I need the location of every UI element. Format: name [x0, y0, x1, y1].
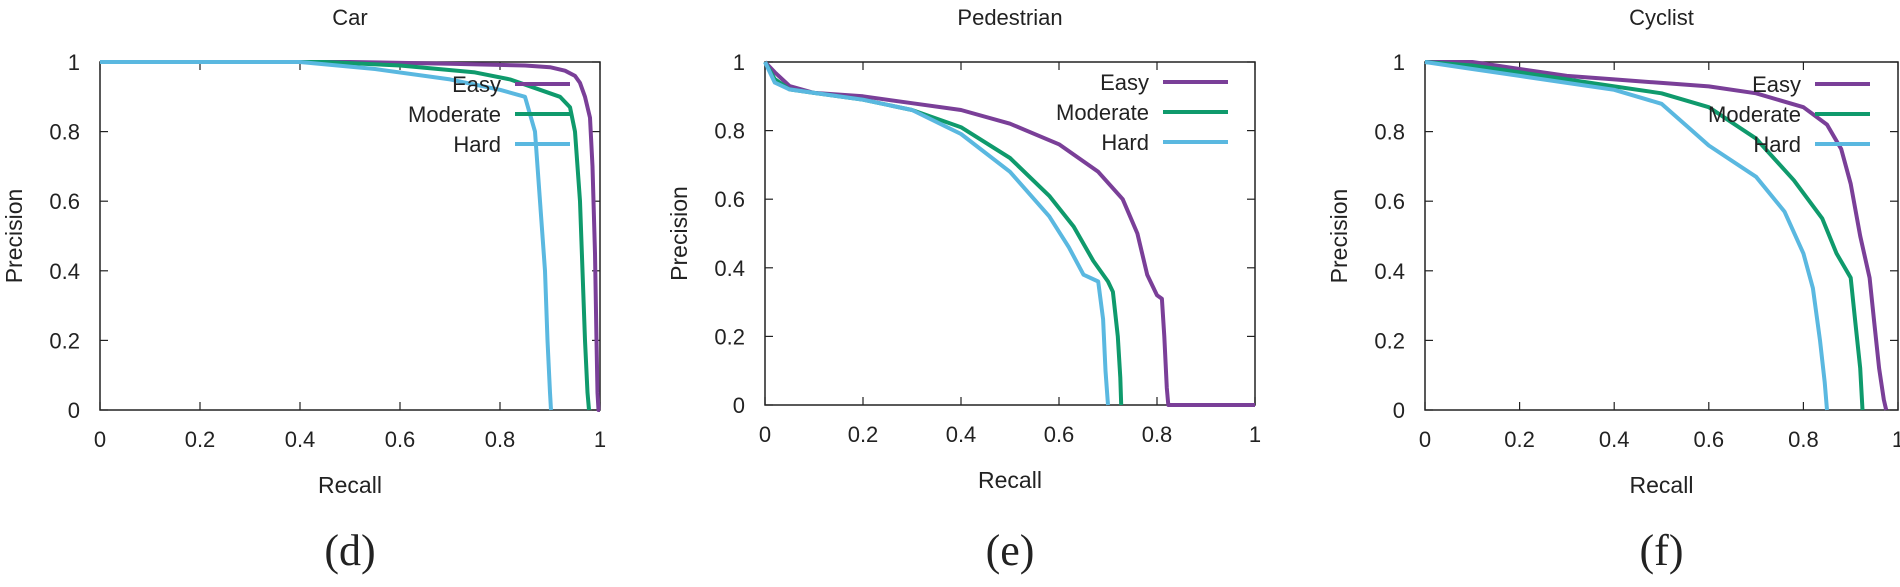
legend-label: Easy [1100, 70, 1149, 95]
x-tick-label: 0 [1419, 427, 1431, 452]
y-tick-label: 0.2 [49, 328, 80, 353]
legend-label: Moderate [1056, 100, 1149, 125]
series-line-hard [1424, 60, 1829, 411]
x-axis-label: Recall [1630, 472, 1694, 498]
x-tick-label: 0 [759, 422, 771, 447]
y-tick-label: 0.2 [1374, 328, 1405, 353]
series-line-easy [100, 60, 601, 412]
x-tick-label: 0.8 [1142, 422, 1173, 447]
x-tick-label: 0.4 [1599, 427, 1630, 452]
x-tick-label: 0 [94, 427, 106, 452]
y-tick-label: 0.4 [1374, 259, 1405, 284]
y-axis-label: Precision [666, 186, 692, 281]
legend-label: Moderate [408, 102, 501, 127]
x-tick-label: 0.4 [285, 427, 316, 452]
y-axis-label: Precision [1, 189, 27, 284]
legend-label: Easy [452, 72, 501, 97]
y-axis-label: Precision [1326, 189, 1352, 284]
chart-title: Car [332, 5, 367, 30]
y-tick-label: 0.6 [714, 187, 745, 212]
x-tick-label: 0.8 [485, 427, 516, 452]
y-tick-label: 0 [68, 398, 80, 423]
y-tick-label: 1 [68, 50, 80, 75]
y-tick-label: 0.6 [1374, 189, 1405, 214]
chart-panel: 0 0.2 0.4 0.6 0.8 1 0 0.2 0.4 0.6 0.8 1 Car Recall Pre… [1, 5, 606, 575]
chart-panel: 0 0.2 0.4 0.6 0.8 1 0 0.2 0.4 0.6 0.8 1 Pedestrian Re… [666, 5, 1261, 575]
y-tick-label: 0.8 [49, 120, 80, 145]
x-tick-label: 0.8 [1788, 427, 1819, 452]
chart-title: Pedestrian [957, 5, 1062, 30]
series-line-moderate [1424, 60, 1865, 411]
chart-panel: 0 0.2 0.4 0.6 0.8 1 0 0.2 0.4 0.6 0.8 1 Cyclist Recal… [1326, 5, 1900, 575]
y-tick-label: 0 [1393, 398, 1405, 423]
x-axis-label: Recall [978, 467, 1042, 493]
x-tick-label: 0.6 [385, 427, 416, 452]
chart-title: Cyclist [1629, 5, 1694, 30]
y-tick-label: 0.8 [714, 119, 745, 144]
legend-label: Hard [453, 132, 501, 157]
x-tick-label: 1 [1892, 427, 1900, 452]
y-tick-label: 0.8 [1374, 120, 1405, 145]
legend-label: Moderate [1708, 102, 1801, 127]
legend-label: Hard [1101, 130, 1149, 155]
y-tick-label: 1 [733, 50, 745, 75]
legend-label: Easy [1752, 72, 1801, 97]
x-tick-label: 0.6 [1044, 422, 1075, 447]
x-axis-label: Recall [318, 472, 382, 498]
panel-caption: (d) [324, 526, 375, 575]
y-tick-label: 1 [1393, 50, 1405, 75]
plot-frame [1424, 61, 1899, 411]
y-tick-label: 0.2 [714, 324, 745, 349]
y-tick-label: 0.6 [49, 189, 80, 214]
x-tick-label: 0.2 [185, 427, 216, 452]
x-tick-label: 0.4 [946, 422, 977, 447]
legend-label: Hard [1753, 132, 1801, 157]
y-tick-label: 0 [733, 393, 745, 418]
x-tick-label: 0.2 [1504, 427, 1535, 452]
plot-frame [764, 61, 1256, 406]
panel-caption: (f) [1640, 526, 1684, 575]
x-tick-label: 0.6 [1694, 427, 1725, 452]
x-tick-label: 1 [594, 427, 606, 452]
x-tick-label: 0.2 [848, 422, 879, 447]
series-line-hard [763, 61, 1110, 406]
y-tick-label: 0.4 [714, 256, 745, 281]
panel-caption: (e) [986, 526, 1035, 575]
y-tick-label: 0.4 [49, 259, 80, 284]
series-line-moderate [100, 60, 591, 411]
x-tick-label: 1 [1249, 422, 1261, 447]
